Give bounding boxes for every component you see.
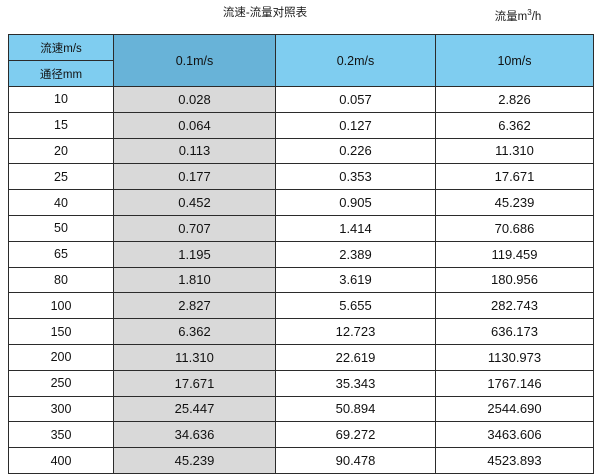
cell-flow-value: 22.619 — [275, 343, 436, 371]
unit-title-prefix: 流量m — [494, 10, 528, 23]
cell-nominal-diameter: 100 — [8, 292, 114, 320]
cell-flow-value: 50.894 — [275, 395, 436, 423]
page-title: 流速-流量对照表 — [222, 7, 308, 19]
table-row: 350 34.636 69.272 3463.606 — [8, 421, 594, 449]
cell-flow-value: 0.177 — [113, 163, 276, 191]
cell-nominal-diameter: 200 — [8, 343, 114, 371]
column-header-speed-0: 0.1m/s — [113, 34, 276, 87]
cell-nominal-diameter: 250 — [8, 369, 114, 397]
cell-flow-value: 1.195 — [113, 240, 276, 268]
corner-header-speed-label: 流速m/s — [8, 34, 114, 61]
table-body: 10 0.028 0.057 2.826 15 0.064 0.127 6.362 20 0.11… — [8, 86, 594, 474]
cell-flow-value: 3.619 — [275, 266, 436, 294]
table-row: 40 0.452 0.905 45.239 — [8, 189, 594, 216]
cell-nominal-diameter: 400 — [8, 447, 114, 474]
cell-flow-value: 17.671 — [113, 369, 276, 397]
flow-rate-table: 流速m/s 0.1m/s 0.2m/s 10m/s 通径mm 10 0.028 0.… — [8, 34, 594, 474]
cell-flow-value: 11.310 — [435, 137, 594, 165]
table-row: 100 2.827 5.655 282.743 — [8, 292, 594, 320]
cell-nominal-diameter: 350 — [8, 421, 114, 449]
table-row: 300 25.447 50.894 2544.690 — [8, 395, 594, 423]
column-header-speed-1: 0.2m/s — [275, 34, 436, 87]
cell-flow-value: 34.636 — [113, 421, 276, 449]
cell-flow-value: 0.452 — [113, 189, 276, 216]
cell-flow-value: 180.956 — [435, 266, 594, 294]
table-row: 15 0.064 0.127 6.362 — [8, 111, 594, 139]
cell-flow-value: 282.743 — [435, 292, 594, 320]
table-row: 80 1.810 3.619 180.956 — [8, 266, 594, 294]
unit-title-superscript: 3 — [527, 8, 532, 17]
cell-flow-value: 1767.146 — [435, 369, 594, 397]
table-row: 25 0.177 0.353 17.671 — [8, 163, 594, 191]
corner-header-diameter-label: 通径mm — [8, 60, 114, 87]
table-row: 50 0.707 1.414 70.686 — [8, 214, 594, 242]
cell-flow-value: 69.272 — [275, 421, 436, 449]
cell-nominal-diameter: 80 — [8, 266, 114, 294]
cell-flow-value: 5.655 — [275, 292, 436, 320]
cell-flow-value: 2544.690 — [435, 395, 594, 423]
cell-flow-value: 0.028 — [113, 86, 276, 113]
cell-nominal-diameter: 40 — [8, 189, 114, 216]
column-header-speed-2: 10m/s — [435, 34, 594, 87]
unit-title: 流量m3/h — [448, 6, 588, 24]
cell-flow-value: 0.707 — [113, 214, 276, 242]
cell-flow-value: 0.064 — [113, 111, 276, 139]
cell-flow-value: 1.810 — [113, 266, 276, 294]
cell-flow-value: 90.478 — [275, 447, 436, 474]
cell-flow-value: 70.686 — [435, 214, 594, 242]
table-row: 20 0.113 0.226 11.310 — [8, 137, 594, 165]
table-row: 150 6.362 12.723 636.173 — [8, 318, 594, 345]
cell-nominal-diameter: 300 — [8, 395, 114, 423]
cell-flow-value: 35.343 — [275, 369, 436, 397]
cell-flow-value: 11.310 — [113, 343, 276, 371]
cell-flow-value: 45.239 — [435, 189, 594, 216]
cell-flow-value: 1.414 — [275, 214, 436, 242]
cell-flow-value: 2.827 — [113, 292, 276, 320]
cell-flow-value: 12.723 — [275, 318, 436, 345]
cell-flow-value: 2.389 — [275, 240, 436, 268]
cell-flow-value: 0.226 — [275, 137, 436, 165]
table-row: 250 17.671 35.343 1767.146 — [8, 369, 594, 397]
cell-nominal-diameter: 20 — [8, 137, 114, 165]
cell-flow-value: 119.459 — [435, 240, 594, 268]
cell-nominal-diameter: 65 — [8, 240, 114, 268]
cell-flow-value: 0.127 — [275, 111, 436, 139]
table-row: 10 0.028 0.057 2.826 — [8, 86, 594, 113]
cell-flow-value: 0.057 — [275, 86, 436, 113]
cell-nominal-diameter: 150 — [8, 318, 114, 345]
cell-flow-value: 0.113 — [113, 137, 276, 165]
table-row: 65 1.195 2.389 119.459 — [8, 240, 594, 268]
title-strip: 流速-流量对照表 流量m3/h — [0, 0, 600, 34]
cell-flow-value: 2.826 — [435, 86, 594, 113]
flow-rate-table-container: 流速m/s 0.1m/s 0.2m/s 10m/s 通径mm 10 0.028 0.… — [8, 34, 594, 474]
table-row: 200 11.310 22.619 1130.973 — [8, 343, 594, 371]
cell-flow-value: 6.362 — [435, 111, 594, 139]
cell-flow-value: 25.447 — [113, 395, 276, 423]
cell-nominal-diameter: 10 — [8, 86, 114, 113]
cell-nominal-diameter: 15 — [8, 111, 114, 139]
cell-nominal-diameter: 50 — [8, 214, 114, 242]
cell-flow-value: 636.173 — [435, 318, 594, 345]
unit-title-suffix: /h — [531, 10, 542, 23]
cell-flow-value: 0.905 — [275, 189, 436, 216]
cell-flow-value: 45.239 — [113, 447, 276, 474]
cell-nominal-diameter: 25 — [8, 163, 114, 191]
table-header: 流速m/s 0.1m/s 0.2m/s 10m/s 通径mm — [8, 34, 594, 87]
cell-flow-value: 1130.973 — [435, 343, 594, 371]
cell-flow-value: 6.362 — [113, 318, 276, 345]
cell-flow-value: 0.353 — [275, 163, 436, 191]
header-row-bottom: 通径mm — [8, 60, 594, 87]
table-row: 400 45.239 90.478 4523.893 — [8, 447, 594, 474]
header-row-top: 流速m/s 0.1m/s 0.2m/s 10m/s — [8, 34, 594, 87]
cell-flow-value: 3463.606 — [435, 421, 594, 449]
cell-flow-value: 17.671 — [435, 163, 594, 191]
cell-flow-value: 4523.893 — [435, 447, 594, 474]
